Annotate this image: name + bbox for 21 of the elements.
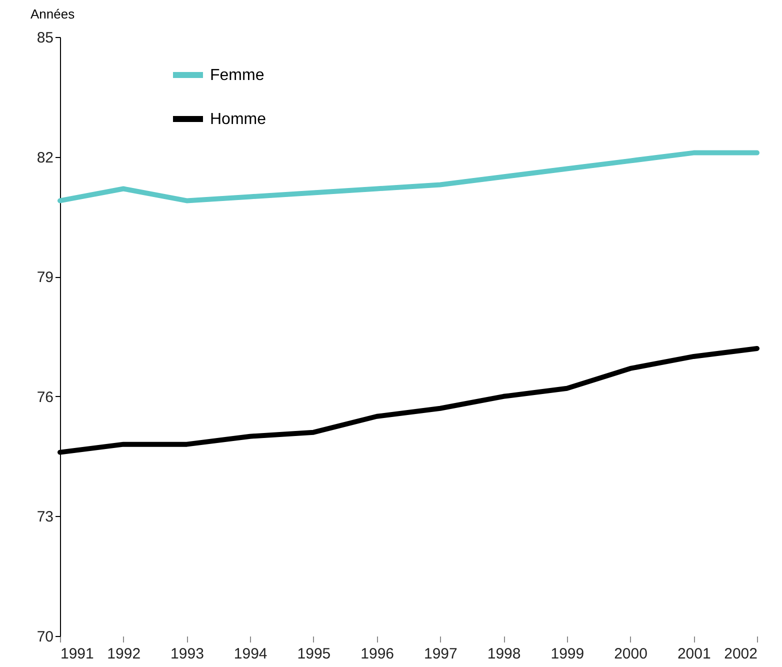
y-tick-label: 73 [36,508,54,526]
y-tick-label: 79 [36,269,54,286]
x-tick-label: 1992 [107,646,141,662]
x-tick-label: 2000 [614,646,648,662]
y-axis-title: Années [30,6,76,22]
y-tick-label: 70 [36,628,54,646]
x-tick-label: 1997 [424,646,458,662]
x-tick-label: 1998 [487,646,521,662]
x-tick-label: 1994 [234,646,268,662]
x-tick-label: 2001 [677,646,711,662]
y-tick-label: 85 [36,30,54,46]
legend-label: Femme [210,67,264,84]
x-tick-label: 1996 [360,646,394,662]
x-tick-label: 2002 [724,646,758,662]
y-tick-label: 76 [36,388,54,406]
x-tick-label: 1995 [297,646,331,662]
legend-label: Homme [210,111,266,128]
x-tick-label: 1993 [170,646,204,662]
x-tick-label: 1999 [550,646,584,662]
y-tick-label: 82 [36,149,54,166]
x-tick-label: 1991 [60,646,94,662]
